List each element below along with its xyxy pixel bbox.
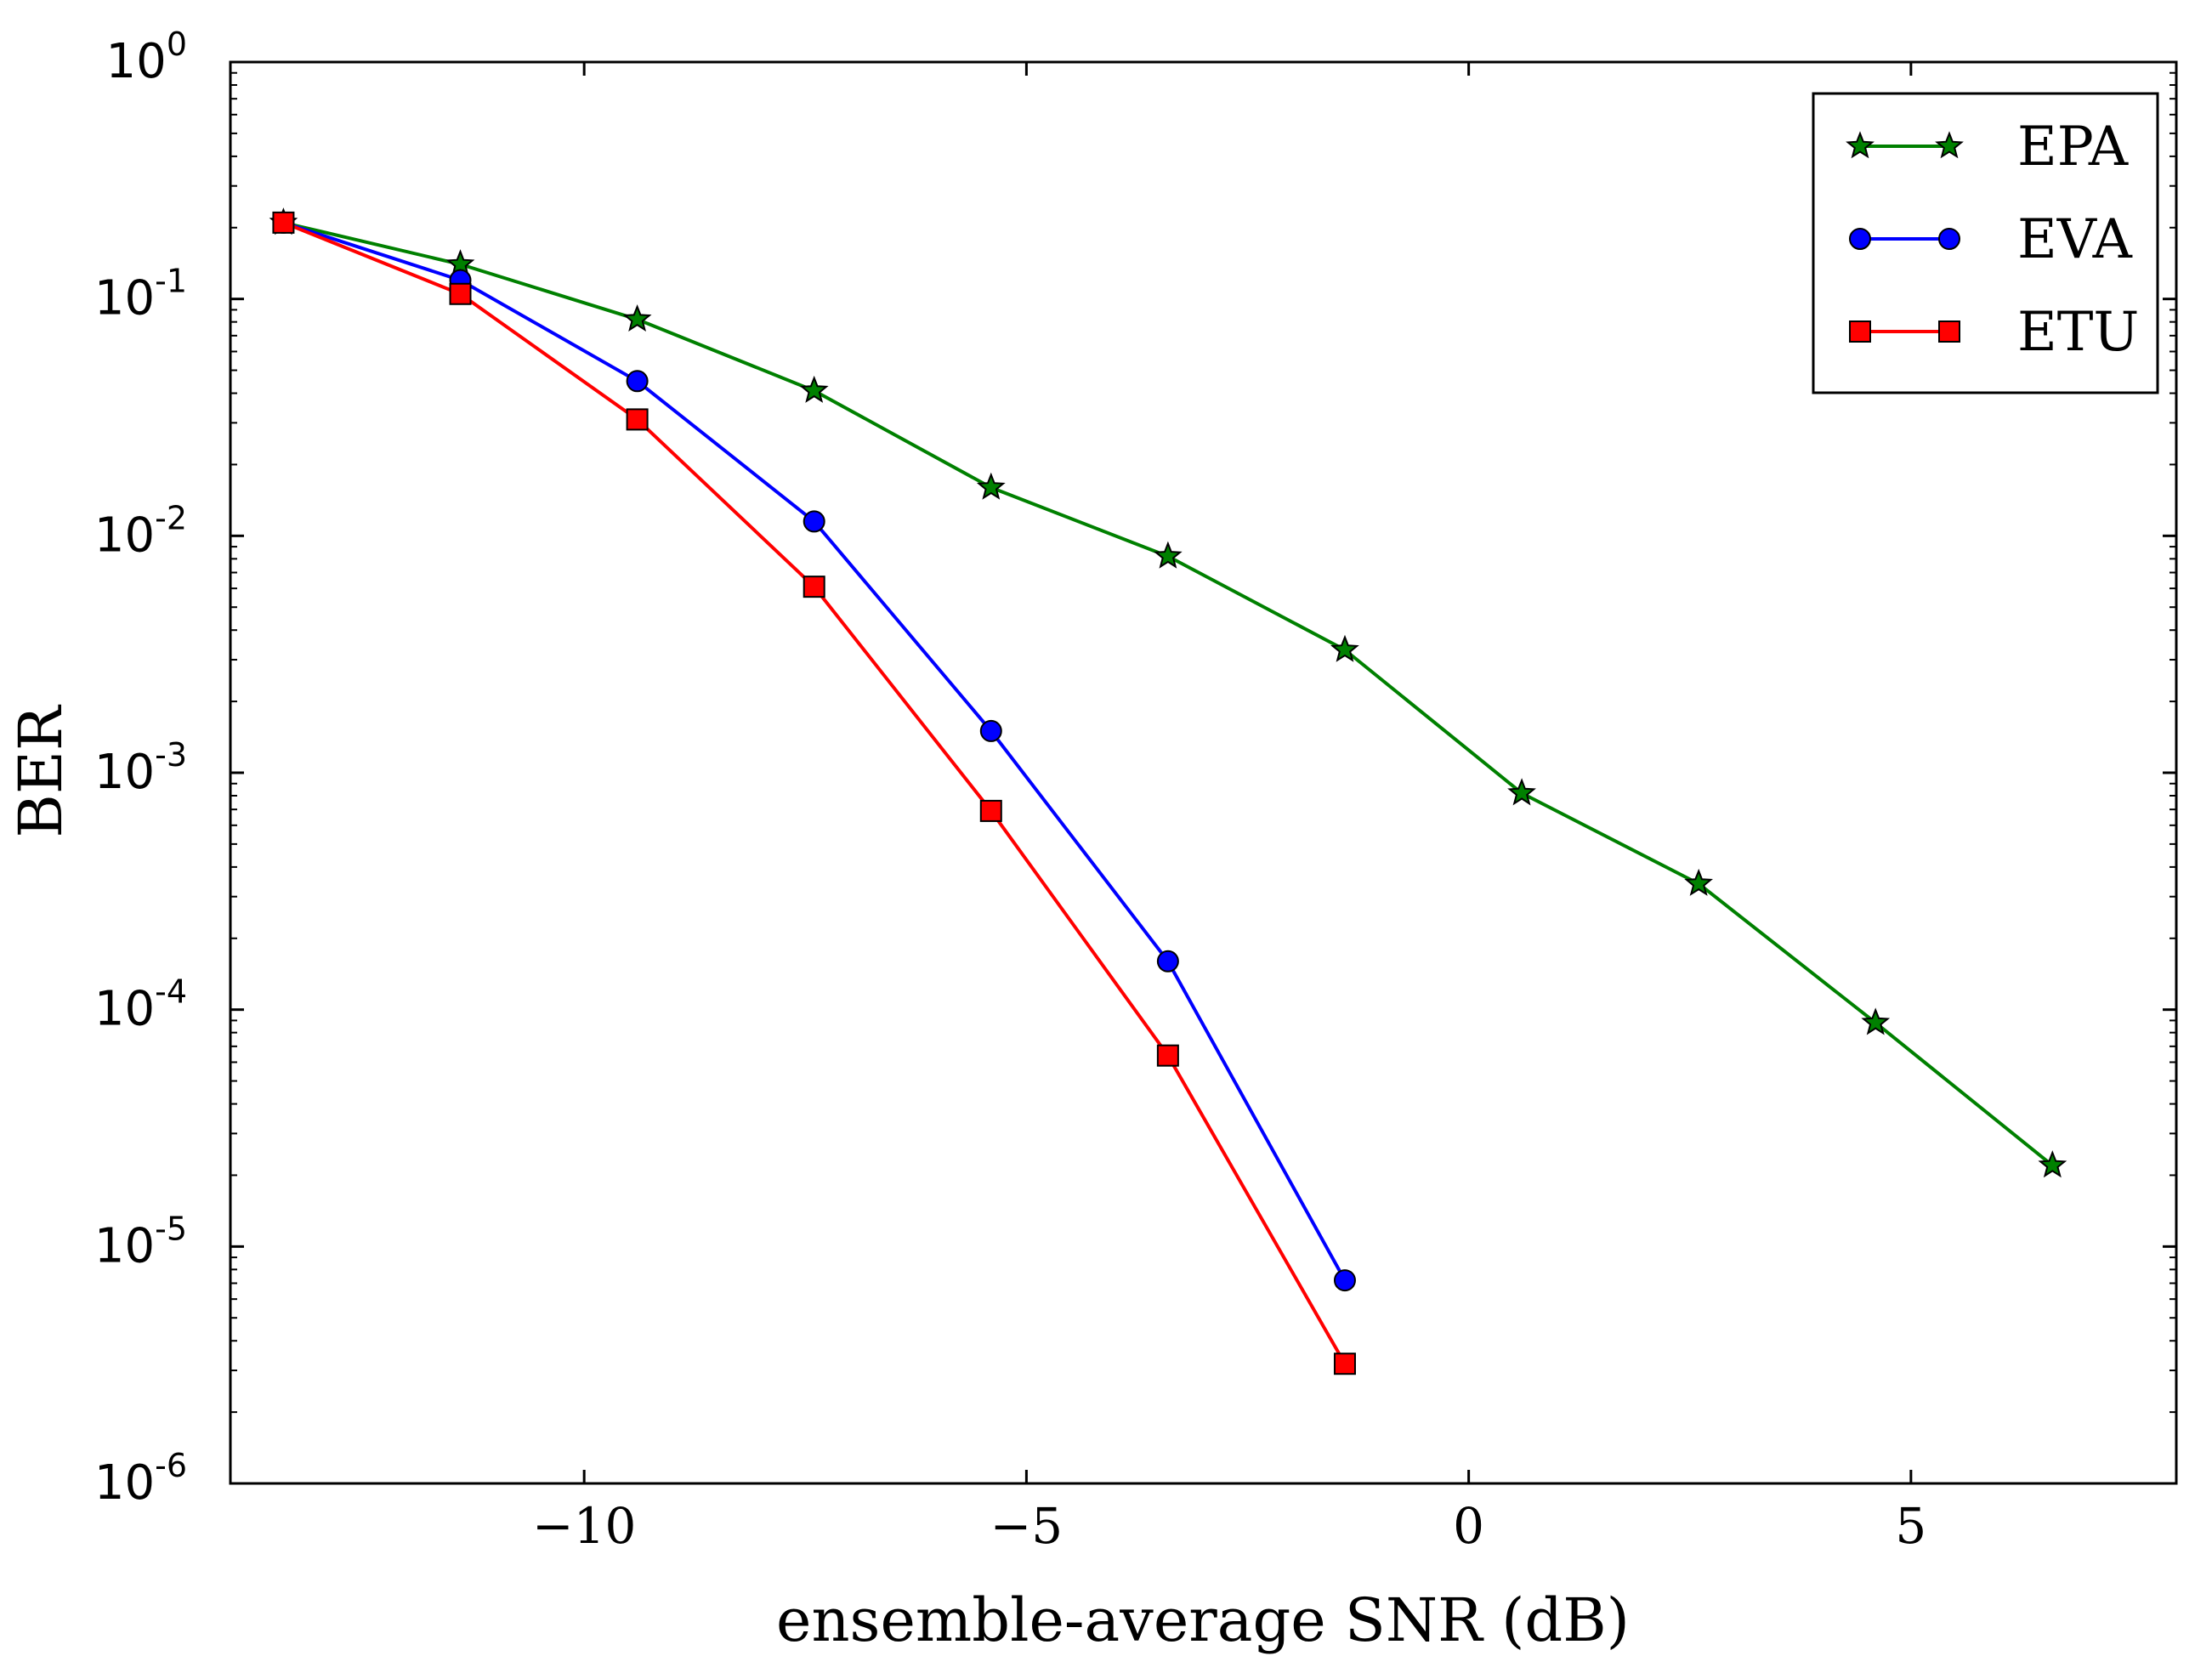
legend-marker-etu — [1938, 320, 1960, 343]
data-point-epa — [622, 303, 652, 332]
legend-label-epa: EPA — [2017, 116, 2129, 179]
data-point-epa — [2038, 1150, 2067, 1178]
legend-marker-etu — [1849, 320, 1871, 343]
legend-label-eva: EVA — [2017, 208, 2133, 271]
data-point-etu — [1333, 1353, 1356, 1375]
y-axis-label: BER — [6, 704, 76, 838]
data-point-etu — [803, 576, 825, 598]
y-tick-label: 10-1 — [94, 263, 187, 326]
legend: EPA EVA ETU — [1812, 92, 2159, 394]
y-tick-label: 10-3 — [94, 736, 187, 800]
legend-label-etu: ETU — [2017, 301, 2139, 364]
legend-marker-eva — [1938, 228, 1960, 250]
data-point-eva — [626, 370, 649, 393]
x-tick-label: −5 — [990, 1497, 1063, 1555]
data-point-etu — [272, 211, 295, 234]
data-point-epa — [799, 375, 829, 403]
x-tick-label: 0 — [1453, 1497, 1484, 1555]
x-axis-label: ensemble-average SNR (dB) — [776, 1585, 1630, 1655]
data-point-epa — [1330, 634, 1359, 662]
legend-marker-epa — [1846, 131, 1875, 159]
data-point-epa — [976, 472, 1006, 500]
x-tick-label: −10 — [532, 1497, 636, 1555]
plot-area-frame — [229, 60, 2178, 1485]
data-point-eva — [803, 510, 825, 533]
data-point-epa — [1507, 778, 1536, 806]
y-tick-label: 10-5 — [94, 1210, 187, 1273]
data-point-eva — [1333, 1269, 1356, 1292]
data-point-etu — [1156, 1044, 1179, 1067]
data-point-etu — [626, 408, 649, 431]
series-layer — [269, 207, 2067, 1375]
data-point-etu — [449, 282, 472, 305]
data-point-epa — [1153, 541, 1183, 569]
ticks-layer: −10 −5 0 5 100 10-1 10-2 10-3 10-4 10-5 10-6 — [94, 26, 2176, 1555]
y-tick-label: 100 — [106, 26, 187, 89]
legend-marker-epa — [1935, 131, 1964, 159]
data-point-epa — [1684, 868, 1713, 896]
legend-marker-eva — [1849, 228, 1871, 250]
x-tick-label: 5 — [1895, 1497, 1926, 1555]
data-point-eva — [979, 719, 1002, 742]
data-point-etu — [979, 799, 1002, 822]
y-tick-label: 10-2 — [94, 499, 187, 563]
data-point-eva — [1156, 950, 1179, 973]
y-tick-label: 10-6 — [94, 1447, 187, 1511]
data-point-epa — [1861, 1007, 1891, 1035]
y-tick-label: 10-4 — [94, 973, 187, 1037]
